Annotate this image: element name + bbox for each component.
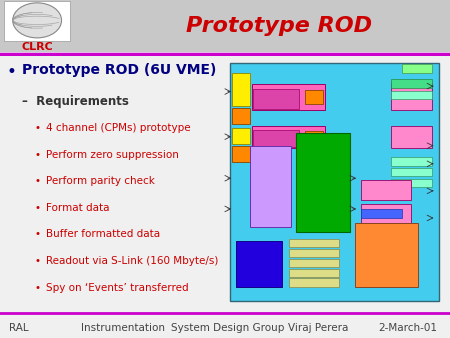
Bar [232,108,250,124]
Text: CLRC: CLRC [21,42,53,52]
Text: Readout via S-Link (160 Mbyte/s): Readout via S-Link (160 Mbyte/s) [46,256,219,266]
Bar [250,146,291,227]
Text: Format data: Format data [46,203,110,213]
Text: RAL: RAL [9,323,29,333]
Bar [391,179,432,187]
Text: 2-March-01: 2-March-01 [378,323,437,333]
Bar [252,126,325,147]
Bar [296,133,350,233]
Text: Instrumentation: Instrumentation [81,323,165,333]
Bar [305,90,323,104]
Text: •: • [34,150,40,160]
Text: •: • [7,64,17,81]
Text: •: • [34,176,40,186]
Bar [253,130,299,147]
Text: Buffer formatted data: Buffer formatted data [46,230,161,239]
Bar [252,84,325,110]
Bar [391,158,432,166]
Bar [391,168,432,176]
Circle shape [13,3,62,38]
Bar [305,131,323,144]
Text: •: • [34,230,40,239]
Bar [289,249,339,257]
Bar [402,65,432,73]
Bar [289,268,339,276]
Text: –  Requirements: – Requirements [22,95,129,108]
Text: •: • [34,123,40,133]
Bar [391,91,432,99]
Text: 4 channel (CPMs) prototype: 4 channel (CPMs) prototype [46,123,191,133]
Bar [236,241,282,287]
Bar [355,223,418,287]
Bar [361,203,411,223]
Bar [361,209,402,218]
Text: •: • [34,256,40,266]
Bar [253,89,299,109]
Text: Prototype ROD: Prototype ROD [186,16,372,36]
Bar [361,180,411,200]
Bar [391,82,432,110]
Bar [232,73,250,106]
Text: Prototype ROD (6U VME): Prototype ROD (6U VME) [22,64,216,77]
Bar [289,259,339,267]
Text: System Design Group: System Design Group [171,323,284,333]
Bar [4,1,70,41]
Text: •: • [34,203,40,213]
Text: •: • [34,283,40,293]
Text: Viraj Perera: Viraj Perera [288,323,348,333]
Bar [232,128,250,144]
Bar [391,126,432,147]
Text: Perform parity check: Perform parity check [46,176,155,186]
Bar [232,146,250,162]
Bar [289,239,339,247]
Bar [289,279,339,287]
Bar [391,79,432,88]
Text: Perform zero suppression: Perform zero suppression [46,150,179,160]
Text: Spy on ‘Events’ transferred: Spy on ‘Events’ transferred [46,283,189,293]
